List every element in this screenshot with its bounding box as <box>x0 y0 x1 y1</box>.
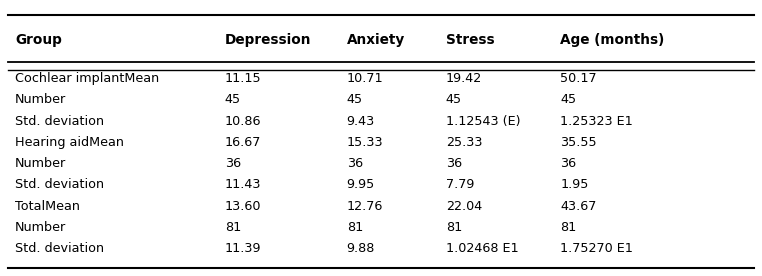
Text: Hearing aidMean: Hearing aidMean <box>15 136 124 149</box>
Text: 36: 36 <box>560 157 576 170</box>
Text: 45: 45 <box>225 93 241 107</box>
Text: 9.95: 9.95 <box>347 178 375 192</box>
Text: 7.79: 7.79 <box>446 178 474 192</box>
Text: 13.60: 13.60 <box>225 200 261 213</box>
Text: Std. deviation: Std. deviation <box>15 115 104 128</box>
Text: 9.88: 9.88 <box>347 242 375 255</box>
Text: 19.42: 19.42 <box>446 72 482 85</box>
Text: TotalMean: TotalMean <box>15 200 80 213</box>
Text: 81: 81 <box>347 221 363 234</box>
Text: 81: 81 <box>446 221 462 234</box>
Text: 15.33: 15.33 <box>347 136 383 149</box>
Text: 1.02468 E1: 1.02468 E1 <box>446 242 518 255</box>
Text: Number: Number <box>15 93 66 107</box>
Text: 50.17: 50.17 <box>560 72 597 85</box>
Text: 45: 45 <box>347 93 363 107</box>
Text: 43.67: 43.67 <box>560 200 597 213</box>
Text: Age (months): Age (months) <box>560 33 664 47</box>
Text: 35.55: 35.55 <box>560 136 597 149</box>
Text: 81: 81 <box>225 221 241 234</box>
Text: 16.67: 16.67 <box>225 136 261 149</box>
Text: 1.95: 1.95 <box>560 178 588 192</box>
Text: 11.39: 11.39 <box>225 242 261 255</box>
Text: Depression: Depression <box>225 33 312 47</box>
Text: Number: Number <box>15 221 66 234</box>
Text: 45: 45 <box>446 93 462 107</box>
Text: 1.75270 E1: 1.75270 E1 <box>560 242 633 255</box>
Text: 11.43: 11.43 <box>225 178 261 192</box>
Text: Anxiety: Anxiety <box>347 33 405 47</box>
Text: 45: 45 <box>560 93 576 107</box>
Text: 81: 81 <box>560 221 576 234</box>
Text: Std. deviation: Std. deviation <box>15 242 104 255</box>
Text: 9.43: 9.43 <box>347 115 375 128</box>
Text: 25.33: 25.33 <box>446 136 482 149</box>
Text: 12.76: 12.76 <box>347 200 383 213</box>
Text: 36: 36 <box>446 157 462 170</box>
Text: 36: 36 <box>225 157 241 170</box>
Text: Number: Number <box>15 157 66 170</box>
Text: 10.71: 10.71 <box>347 72 383 85</box>
Text: Cochlear implantMean: Cochlear implantMean <box>15 72 159 85</box>
Text: Stress: Stress <box>446 33 495 47</box>
Text: 22.04: 22.04 <box>446 200 482 213</box>
Text: 1.25323 E1: 1.25323 E1 <box>560 115 632 128</box>
Text: 1.12543 (E): 1.12543 (E) <box>446 115 520 128</box>
Text: Std. deviation: Std. deviation <box>15 178 104 192</box>
Text: 11.15: 11.15 <box>225 72 261 85</box>
Text: Group: Group <box>15 33 62 47</box>
Text: 10.86: 10.86 <box>225 115 261 128</box>
Text: 36: 36 <box>347 157 363 170</box>
